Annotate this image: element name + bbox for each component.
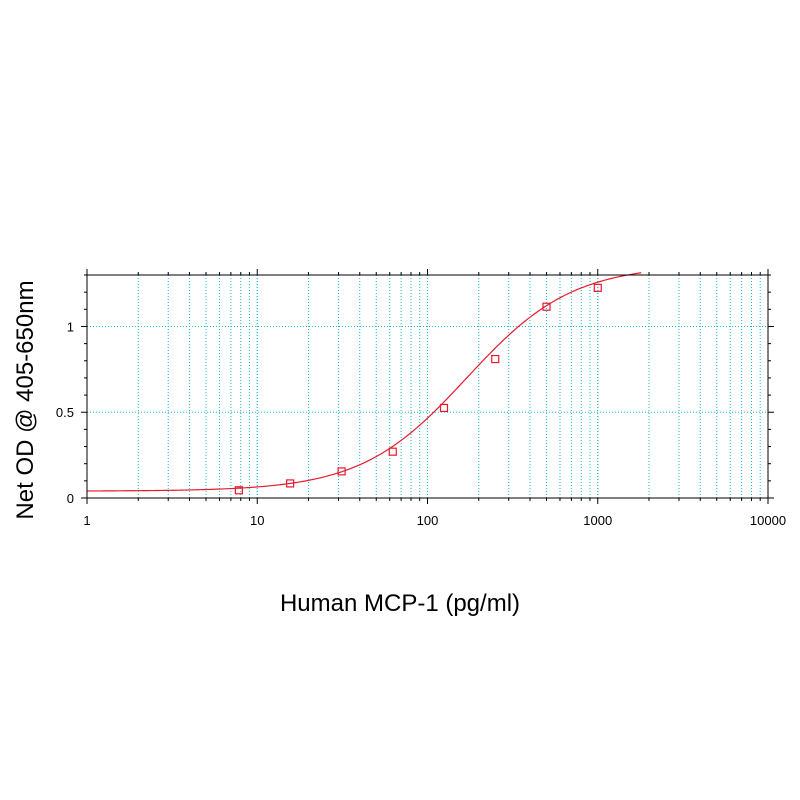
data-point bbox=[286, 479, 295, 488]
y-axis-title: Net OD @ 405-650nm bbox=[12, 280, 39, 519]
data-point bbox=[542, 302, 551, 311]
data-point bbox=[439, 403, 449, 413]
data-point bbox=[593, 283, 602, 292]
data-point bbox=[337, 467, 346, 476]
x-tick-label: 1 bbox=[83, 513, 90, 528]
y-tick-label: 0 bbox=[67, 491, 74, 506]
grid-lines bbox=[87, 275, 768, 498]
x-tick-label: 10000 bbox=[750, 513, 786, 528]
x-tick-label: 1000 bbox=[583, 513, 612, 528]
y-tick-label: 1 bbox=[67, 319, 74, 334]
x-axis-title: Human MCP-1 (pg/ml) bbox=[280, 590, 520, 617]
x-tick-label: 10 bbox=[250, 513, 264, 528]
fit-curve-layer bbox=[86, 272, 642, 492]
axis-ticks: 1 10 100 1000 10000 0 0.5 1 bbox=[56, 269, 786, 528]
x-tick-label: 100 bbox=[417, 513, 439, 528]
data-points bbox=[234, 283, 602, 495]
data-point bbox=[388, 447, 397, 456]
fit-curve bbox=[86, 272, 642, 492]
data-point bbox=[491, 354, 500, 364]
data-point bbox=[234, 486, 243, 495]
y-tick-label: 0.5 bbox=[56, 405, 74, 420]
